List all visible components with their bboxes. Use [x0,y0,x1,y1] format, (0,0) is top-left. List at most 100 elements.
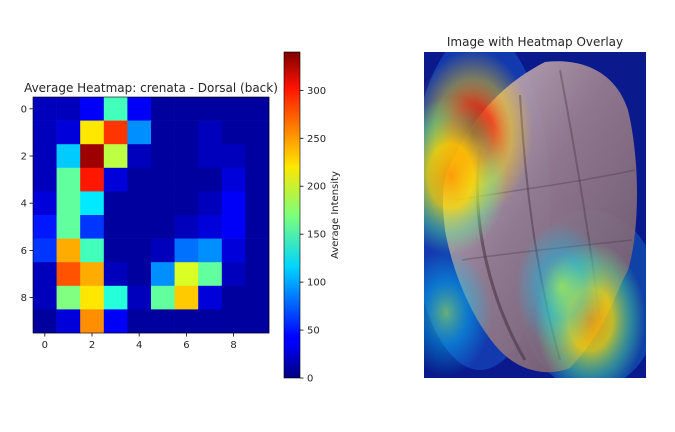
heatmap-cell [56,191,81,216]
colorbar-tick-label: 200 [307,182,326,193]
heatmap-cell [80,262,105,287]
heatmap-cell [174,191,199,216]
overlay-image [424,52,646,378]
heatmap-cell [174,285,199,310]
heatmap-cell [56,120,81,145]
heatmap-cell [221,215,246,239]
heatmap-y-axis: 0 2 4 6 8 [21,104,33,304]
y-tick-label: 8 [21,293,27,304]
heatmap-cell [221,144,246,169]
colorbar-tick-label: 0 [307,374,313,385]
heatmap-cell [221,167,246,192]
y-tick-label: 0 [21,104,27,115]
heatmap-cell [33,215,57,239]
heatmap-cell [198,285,223,310]
heatmap-cell [151,191,175,216]
x-tick-label: 0 [42,340,48,351]
heatmap-cell [56,262,81,287]
heatmap-cell [103,309,128,334]
heatmap-cell [245,215,270,239]
heatmap-cell [151,120,175,145]
heatmap-cell [33,262,57,287]
heatmap-cell [33,144,57,169]
heatmap-cell [151,309,175,334]
colorbar-label: Average Intensity [330,171,341,259]
heat-hotspot [424,96,508,256]
heatmap-cell [56,285,81,310]
overlay-title: Image with Heatmap Overlay [447,35,623,49]
colorbar [283,51,301,379]
heatmap-frame [32,96,270,334]
heatmap-cell [174,97,199,121]
heatmap-cell [151,262,175,287]
colorbar-tick-label: 150 [307,230,326,241]
heatmap-cell [80,120,105,145]
colorbar-tick-label: 100 [307,278,326,289]
heatmap-title: Average Heatmap: crenata - Dorsal (back) [24,81,278,95]
heatmap-cell [127,285,152,310]
heatmap-cell [245,144,270,169]
heatmap-cell [198,167,223,192]
heatmap-cell [221,309,246,334]
heat-hotspot [424,248,492,377]
heatmap-cell [127,144,152,169]
heatmap-cell [127,191,152,216]
colorbar-ticks: 0 50 100 150 200 250 300 [300,86,326,385]
heatmap-cell [151,144,175,169]
heatmap-cell [245,262,270,287]
heatmap-cell [80,215,105,239]
heatmap-cell [151,285,175,310]
heatmap-cell [174,262,199,287]
heatmap-cell [245,309,270,334]
y-tick-label: 4 [21,199,27,210]
heatmap-cell [127,97,152,121]
heatmap-cell [56,238,81,263]
heatmap-cell [198,238,223,263]
heatmap-cell [245,285,270,310]
heatmap-cell [151,167,175,192]
x-tick-label: 6 [183,340,189,351]
heatmap-cell [198,215,223,239]
heatmap-cell [56,97,81,121]
y-tick-label: 6 [21,246,27,257]
heatmap-cell [80,144,105,169]
heatmap-cell [174,309,199,334]
heatmap-cell [103,262,128,287]
heatmap-cell [33,309,57,334]
heatmap-cell [56,309,81,334]
heatmap-cell [174,167,199,192]
heatmap-cell [80,238,105,263]
heatmap-cell [151,215,175,239]
heatmap-cell [103,144,128,169]
heatmap-cell [174,120,199,145]
x-tick-label: 2 [89,340,95,351]
heatmap-cell [127,238,152,263]
heatmap-cell [80,167,105,192]
heatmap-cell [33,167,57,192]
heatmap-cell [127,215,152,239]
heatmap-cell [103,97,128,121]
heatmap-cell [245,191,270,216]
heatmap-cell [245,97,270,121]
colorbar-tick-label: 250 [307,134,326,145]
heatmap-cell [198,120,223,145]
heatmap-cell [245,167,270,192]
heatmap-cell [127,262,152,287]
heat-hotspot [516,222,608,351]
heatmap-cell [174,144,199,169]
y-tick-label: 2 [21,152,27,163]
heatmap-cell [80,191,105,216]
heatmap-cell [198,144,223,169]
heatmap-cell [174,238,199,263]
heatmap-cell [56,144,81,169]
heatmap-cell [103,167,128,192]
heatmap-cells [33,97,270,334]
heatmap-cell [56,215,81,239]
heatmap-cell [33,285,57,310]
heatmap-cell [103,120,128,145]
heatmap-cell [33,97,57,121]
heatmap-cell [198,309,223,334]
heatmap-cell [127,120,152,145]
heatmap-cell [221,191,246,216]
